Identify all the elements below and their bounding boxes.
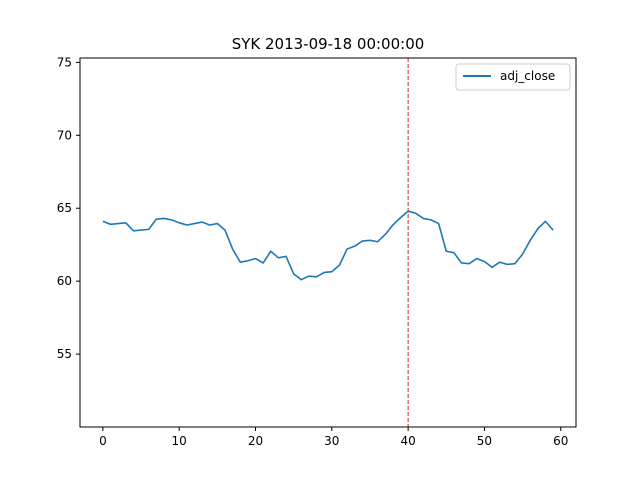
x-tick-label: 10 <box>172 434 187 448</box>
legend-label-adj-close: adj_close <box>500 69 555 83</box>
x-tick-label: 50 <box>477 434 492 448</box>
x-tick-label: 0 <box>99 434 107 448</box>
x-axis: 0 10 20 30 40 50 60 <box>99 427 568 448</box>
y-tick-label: 75 <box>57 55 72 69</box>
x-tick-label: 30 <box>324 434 339 448</box>
plot-area <box>80 58 576 427</box>
x-tick-label: 40 <box>400 434 415 448</box>
x-tick-label: 60 <box>553 434 568 448</box>
series-line-0 <box>102 210 554 281</box>
chart-title: SYK 2013-09-18 00:00:00 <box>232 35 425 53</box>
x-tick-label: 20 <box>248 434 263 448</box>
plot-frame <box>79 57 577 428</box>
y-tick-label: 60 <box>57 274 72 288</box>
legend: adj_close <box>455 63 571 91</box>
y-tick-label: 65 <box>57 201 72 215</box>
y-axis: 55 60 65 70 75 <box>57 55 80 361</box>
legend-box <box>455 63 571 91</box>
y-tick-label: 70 <box>57 128 72 142</box>
series-layer <box>102 210 554 281</box>
y-tick-label: 55 <box>57 347 72 361</box>
